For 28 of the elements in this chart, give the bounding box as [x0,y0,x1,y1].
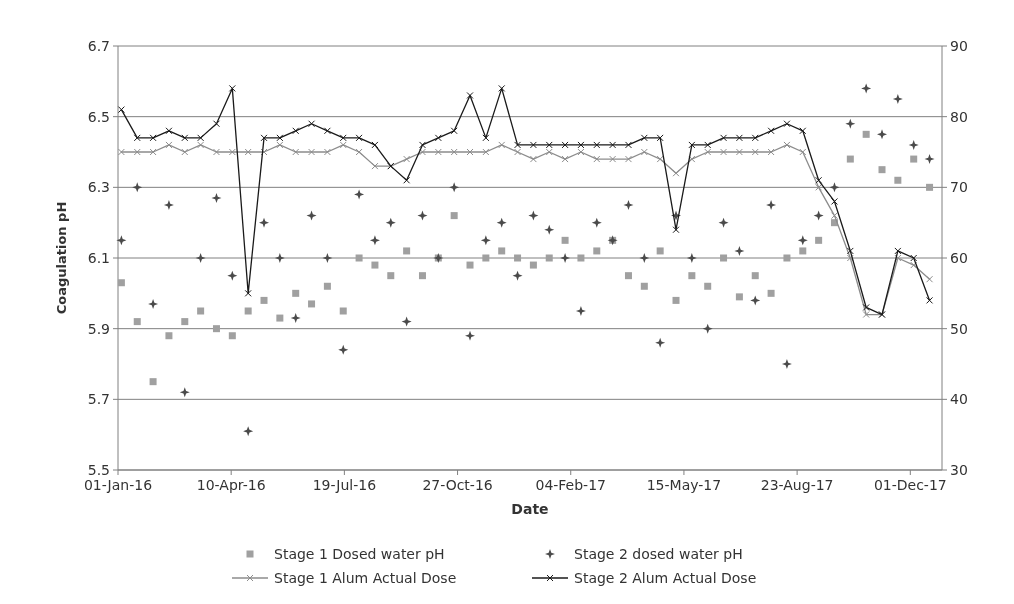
x-tick-label: 04-Feb-17 [535,477,607,493]
y-tick-label: 5.5 [87,461,110,478]
legend-label: Stage 1 Alum Actual Dose [274,569,457,586]
y-axis-title: Coagulation pH [54,201,69,315]
y2-tick-label: 80 [950,108,968,125]
y-tick-label: 6.1 [87,249,110,266]
legend-label: Stage 1 Dosed water pH [274,545,445,562]
y2-tick-label: 60 [950,249,968,266]
legend-label: Stage 2 Alum Actual Dose [574,569,757,586]
y-tick-label: 5.9 [87,320,110,337]
y-tick-label: 6.7 [87,37,110,54]
x-tick-label: 15-May-17 [646,477,722,493]
x-tick-label: 01-Jan-16 [83,477,153,493]
legend-label: Stage 2 dosed water pH [574,545,743,562]
x-tick-label: 27-Oct-16 [422,477,493,493]
y-tick-label: 6.5 [87,108,110,125]
x-tick-label: 10-Apr-16 [196,477,266,493]
x-axis-title: Date [511,501,549,517]
x-tick-label: 19-Jul-16 [312,477,377,493]
y2-tick-label: 50 [950,320,968,337]
y2-tick-label: 30 [950,461,968,478]
x-tick-label: 23-Aug-17 [760,477,834,493]
y-tick-label: 6.3 [87,179,110,196]
y-tick-label: 5.7 [87,391,110,408]
y2-tick-label: 70 [950,179,968,196]
y2-tick-label: 90 [950,37,968,54]
y2-tick-label: 40 [950,391,968,408]
x-tick-label: 01-Dec-17 [873,477,947,493]
